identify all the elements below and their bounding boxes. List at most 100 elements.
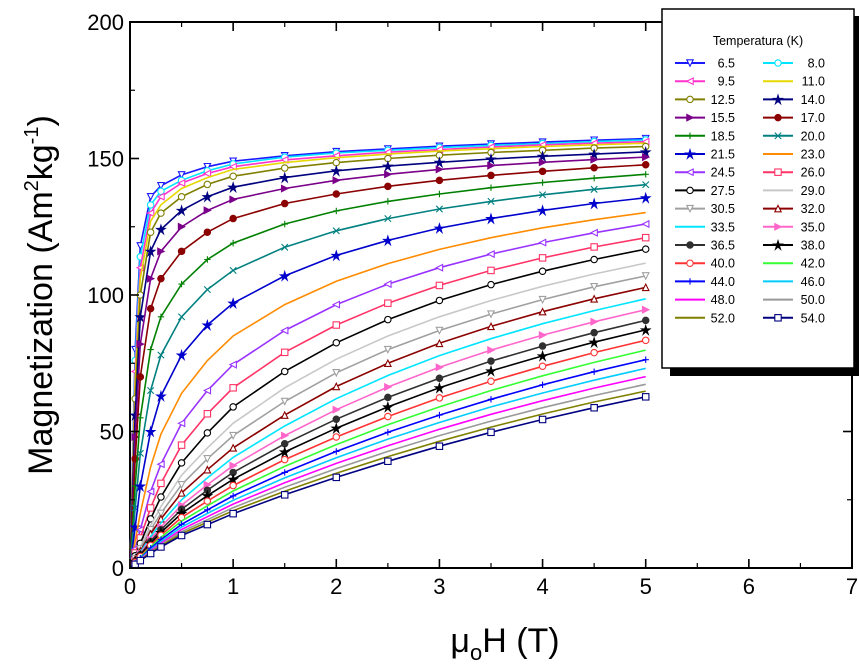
legend-box	[661, 8, 855, 369]
legend-label: 27.5	[711, 184, 735, 198]
data-point-24.5-4	[156, 460, 165, 469]
data-point-54.0-3	[146, 549, 155, 558]
data-point-54.0-8	[280, 491, 289, 499]
legend-label: 38.0	[801, 239, 825, 253]
series-line-40.0	[129, 339, 646, 569]
legend-item-46.0: 46.0	[763, 275, 825, 289]
data-point-20.0-13	[538, 191, 547, 199]
data-point-14.0-5	[175, 204, 188, 217]
legend-swatch-marker	[686, 132, 694, 139]
legend-label: 29.0	[801, 184, 825, 198]
data-point-15.5-2	[136, 340, 145, 349]
data-point-14.0-11	[433, 156, 446, 169]
legend-swatch-marker	[685, 168, 694, 177]
y-axis-title-sup1: 2	[21, 180, 43, 191]
data-point-38.0-12	[485, 364, 497, 377]
series-line-20.0	[129, 183, 646, 569]
data-point-18.5-14	[590, 174, 598, 182]
legend-swatch-marker	[686, 241, 694, 249]
data-point-26.0-12	[487, 266, 495, 275]
data-point-14.0-13	[536, 150, 549, 163]
data-point-40.0-6	[203, 497, 212, 505]
legend-item-8.0: 8.0	[763, 57, 825, 71]
data-point-18.5-3	[147, 346, 154, 353]
data-point-27.5-13	[538, 267, 547, 275]
data-point-30.5-7	[229, 431, 238, 441]
data-point-24.5-6	[202, 386, 212, 395]
data-point-21.5-8	[278, 269, 291, 282]
data-point-17.0-2	[136, 373, 145, 381]
data-point-17.0-11	[435, 176, 444, 185]
data-point-17.0-6	[203, 228, 212, 236]
data-point-14.0-10	[381, 160, 394, 173]
series-line-9.5	[129, 140, 646, 569]
data-point-20.0-11	[435, 205, 444, 213]
data-point-44.0-10	[384, 429, 392, 436]
data-point-15.5-9	[332, 176, 341, 185]
data-point-40.0-13	[538, 362, 547, 371]
series-29.0	[129, 262, 646, 569]
data-point-32.0-8	[280, 410, 289, 419]
data-point-54.0-6	[203, 520, 212, 529]
legend-label: 24.5	[711, 166, 735, 180]
data-point-14.0-9	[330, 164, 343, 177]
legend-item-48.0: 48.0	[675, 293, 735, 307]
data-point-14.0-8	[278, 171, 291, 184]
legend-label: 36.5	[711, 239, 735, 253]
legend-item-17.0: 17.0	[763, 111, 825, 125]
data-point-54.0-5	[177, 531, 186, 540]
data-point-24.5-7	[228, 360, 237, 369]
data-point-27.5-12	[487, 280, 495, 289]
data-point-18.5-4	[157, 313, 165, 321]
data-point-30.5-14	[590, 283, 599, 292]
data-point-17.0-13	[538, 167, 547, 176]
data-point-24.5-15	[641, 219, 650, 229]
series-line-30.5	[129, 275, 646, 569]
data-point-26.0-11	[435, 281, 444, 290]
x-tick-label-5: 5	[640, 574, 652, 599]
data-point-17.0-9	[332, 190, 341, 198]
legend-item-54.0: 54.0	[763, 311, 825, 325]
legend-label: 23.0	[801, 148, 825, 162]
data-point-21.5-6	[201, 318, 214, 331]
data-point-26.0-15	[641, 233, 650, 242]
legend-label: 14.0	[801, 93, 825, 107]
legend-item-32.0: 32.0	[763, 202, 825, 216]
data-point-32.0-10	[383, 358, 392, 368]
legend-label: 33.5	[711, 220, 735, 234]
y-tick-label-150: 150	[87, 147, 124, 172]
x-axis-title: μoH (T)	[450, 622, 559, 664]
data-point-32.0-6	[203, 465, 212, 474]
legend-item-24.5: 24.5	[675, 166, 735, 180]
data-point-18.5-12	[487, 184, 495, 191]
data-point-38.0-11	[433, 381, 446, 394]
data-point-8.0-3	[146, 201, 155, 209]
series-line-15.5	[129, 156, 646, 569]
legend-label: 32.0	[801, 202, 825, 216]
y-tick-label-100: 100	[87, 283, 124, 308]
data-point-54.0-15	[641, 393, 650, 401]
legend: Temperatura (K) 6.5 8.0 9.5 11.0 12.5 14.0 15.…	[661, 8, 859, 376]
data-point-21.5-7	[227, 297, 240, 310]
legend-label: 42.0	[801, 257, 825, 271]
data-point-38.0-8	[278, 445, 291, 458]
data-point-18.5-5	[178, 280, 185, 288]
data-point-12.5-6	[203, 180, 212, 189]
data-point-32.0-9	[332, 382, 341, 391]
data-point-24.5-10	[383, 279, 392, 289]
data-point-14.0-7	[227, 181, 240, 194]
data-point-54.0-10	[384, 457, 392, 466]
legend-swatch-marker	[772, 238, 784, 251]
data-point-20.0-10	[384, 214, 392, 223]
legend-swatch-marker	[773, 204, 783, 213]
legend-swatch-marker	[685, 59, 695, 68]
data-point-44.0-15	[642, 356, 649, 363]
legend-item-35.0: 35.0	[763, 220, 825, 234]
legend-swatch-marker	[686, 186, 694, 195]
data-point-30.5-9	[332, 369, 341, 378]
data-point-18.5-7	[229, 239, 237, 247]
series-line-23.0	[129, 211, 646, 569]
legend-item-40.0: 40.0	[675, 257, 735, 271]
data-point-38.0-7	[227, 473, 240, 486]
data-point-24.5-11	[434, 263, 444, 272]
